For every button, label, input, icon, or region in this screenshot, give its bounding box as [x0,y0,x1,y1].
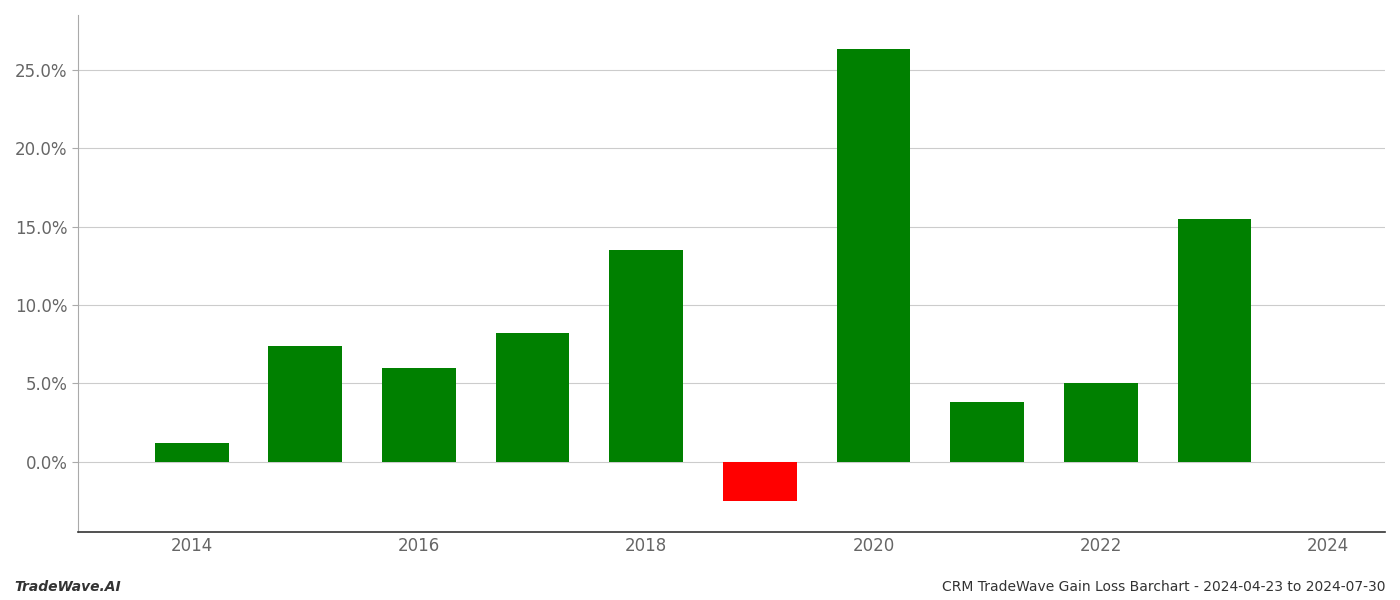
Bar [722,461,797,501]
Bar [1064,383,1138,461]
Bar [154,443,228,461]
Text: TradeWave.AI: TradeWave.AI [14,580,120,594]
Bar [496,333,570,461]
Bar [1177,219,1252,461]
Text: CRM TradeWave Gain Loss Barchart - 2024-04-23 to 2024-07-30: CRM TradeWave Gain Loss Barchart - 2024-… [942,580,1386,594]
Bar [269,346,342,461]
Bar [609,250,683,461]
Bar [382,368,456,461]
Bar [951,402,1025,461]
Bar [837,49,910,461]
